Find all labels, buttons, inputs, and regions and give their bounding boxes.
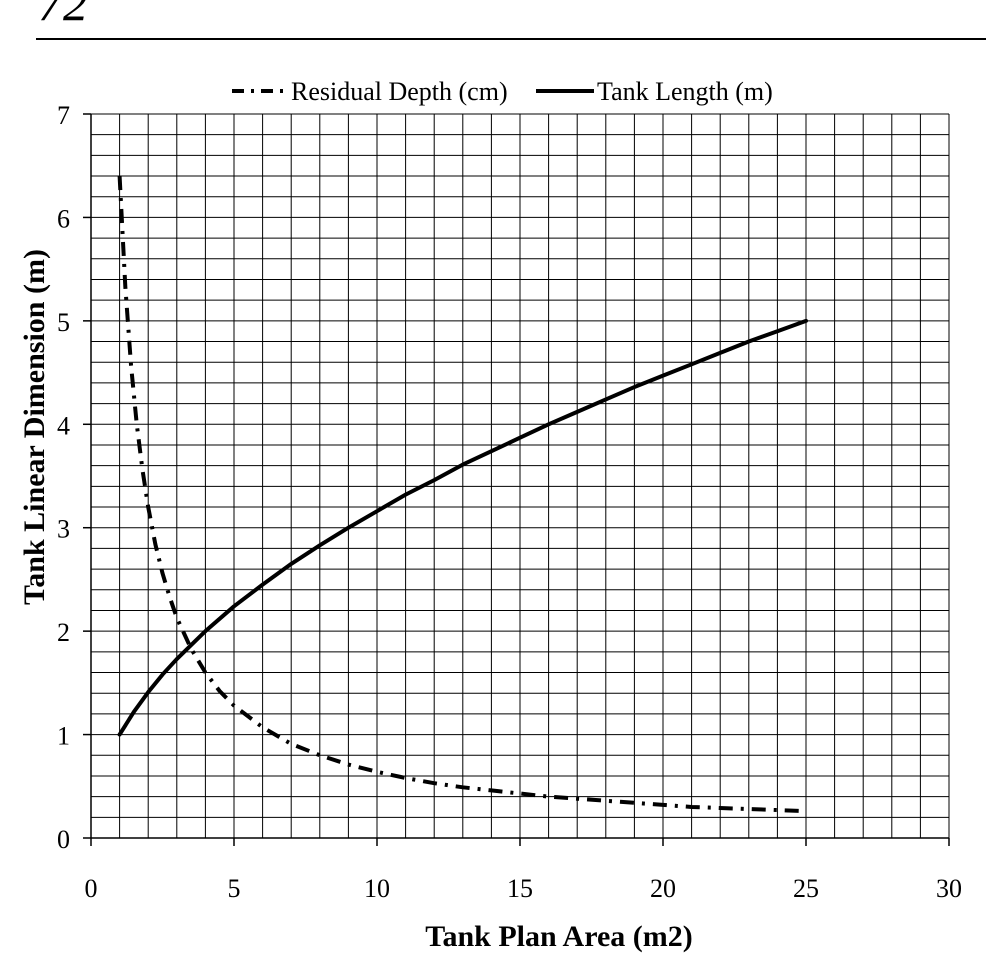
- x-axis-title: Tank Plan Area (m2): [425, 920, 693, 953]
- x-tick-label: 0: [85, 874, 98, 903]
- axes: [83, 113, 950, 846]
- y-tick-label: 0: [57, 825, 70, 854]
- x-tick-label: 25: [793, 874, 819, 903]
- grid: [90, 113, 950, 839]
- y-tick-label: 5: [57, 308, 70, 337]
- y-axis-title: Tank Linear Dimension (m): [18, 249, 51, 605]
- x-tick-label: 30: [936, 874, 962, 903]
- series-lines: [117, 175, 808, 814]
- legend-label-tank-length: Tank Length (m): [597, 77, 773, 106]
- tick-labels: 0 5 10 15 20 25 30 0 1 2 3 4 5 6 7: [57, 101, 962, 903]
- y-tick-label: 3: [57, 515, 70, 544]
- legend-label-residual-depth: Residual Depth (cm): [291, 77, 508, 106]
- x-tick-label: 15: [507, 874, 533, 903]
- page-number: 72: [38, 0, 88, 31]
- series-line-tank-length: [117, 318, 808, 737]
- y-tick-label: 1: [57, 722, 70, 751]
- x-tick-label: 20: [650, 874, 676, 903]
- x-tick-label: 10: [364, 874, 390, 903]
- header-rule: [36, 38, 986, 40]
- x-tick-label: 5: [228, 874, 241, 903]
- y-tick-label: 2: [57, 618, 70, 647]
- y-tick-label: 7: [57, 101, 70, 130]
- y-tick-label: 6: [57, 204, 70, 233]
- legend: Residual Depth (cm) Tank Length (m): [232, 77, 773, 106]
- series-line-residual-depth: [117, 175, 807, 814]
- y-tick-label: 4: [57, 411, 70, 440]
